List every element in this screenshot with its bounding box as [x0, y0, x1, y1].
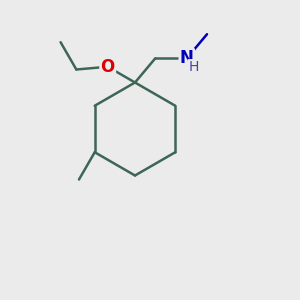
Text: H: H: [188, 60, 199, 74]
Text: N: N: [180, 50, 194, 68]
Text: O: O: [100, 58, 115, 76]
